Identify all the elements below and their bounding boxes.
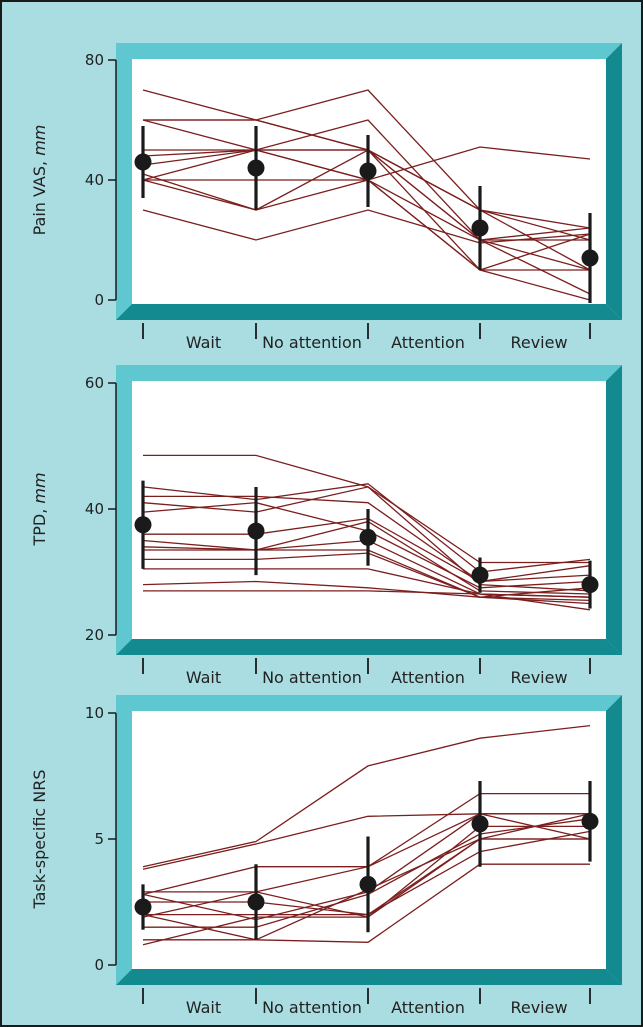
panel-1-y-axis-title: Pain VAS, mm <box>30 125 49 236</box>
panel-3-y-tick-label: 10 <box>85 704 104 722</box>
panel-3-y-tick-label: 0 <box>94 956 104 974</box>
mean-marker <box>247 159 265 177</box>
mean-marker <box>359 875 377 893</box>
individual-line <box>143 863 590 943</box>
panel-3-category-label: Review <box>510 998 567 1017</box>
panel-2-category-label: Review <box>510 668 567 687</box>
panel-2-y-tick-label: 20 <box>85 626 104 644</box>
panel-1-mean-markers <box>134 153 599 267</box>
panel-3-y-axis-title-main: Task-specific NRS <box>30 769 49 909</box>
panel-1-y-axis-title-main: Pain VAS, <box>30 156 49 236</box>
panel-2-mean-markers <box>134 516 599 594</box>
panel-3-y-axis-title: Task-specific NRS <box>30 769 49 909</box>
mean-marker <box>581 812 599 830</box>
panel-3-frame-bottom <box>116 969 622 985</box>
panel-3-category-label: No attention <box>262 998 362 1017</box>
individual-line <box>142 724 591 868</box>
panel-2-y-tick-label: 60 <box>85 374 104 392</box>
panel-1-y-axis-title-unit: mm <box>30 125 49 156</box>
panel-1-frame-bottom <box>116 304 622 320</box>
mean-marker <box>134 153 152 171</box>
panel-2-y-axis: 20 40 60 <box>85 374 117 644</box>
mean-marker <box>471 566 489 584</box>
panel-2-category-label: No attention <box>262 668 362 687</box>
panel-1-y-tick-label: 80 <box>85 51 104 69</box>
panel-3-x-axis: Wait No attention Attention Review <box>142 988 591 1017</box>
individual-line <box>142 209 591 244</box>
panel-2-y-axis-title-unit: mm <box>30 472 49 503</box>
panel-1-category-label: Attention <box>391 333 465 352</box>
panel-1-y-tick-label: 40 <box>85 171 104 189</box>
panel-2-frame-right <box>606 365 622 655</box>
panel-2-y-tick-label: 40 <box>85 500 104 518</box>
individual-line <box>142 486 591 592</box>
panel-2-frame-left <box>116 365 132 655</box>
mean-marker <box>134 898 152 916</box>
individual-line <box>142 483 591 573</box>
panel-1-category-label: Review <box>510 333 567 352</box>
panel-task-specific-nrs: 0 5 10 Task-specific NRS Wait No attenti… <box>30 695 622 1017</box>
individual-line <box>143 495 591 583</box>
panel-2-frame-top <box>116 365 622 381</box>
panel-2-category-label: Attention <box>391 668 465 687</box>
panel-1-y-tick-label: 0 <box>94 291 104 309</box>
mean-marker <box>247 522 265 540</box>
panel-3-category-label: Attention <box>391 998 465 1017</box>
panel-2-x-axis: Wait No attention Attention Review <box>142 658 591 687</box>
panel-tpd: 20 40 60 TPD, mm Wait No attention Atten… <box>30 365 622 687</box>
panel-1-category-label: Wait <box>186 333 221 352</box>
panel-2-y-axis-title: TPD, mm <box>30 472 49 546</box>
panel-1-y-axis: 0 40 80 <box>85 51 117 309</box>
panel-1-x-axis: Wait No attention Attention Review <box>142 323 591 352</box>
mean-marker <box>471 219 489 237</box>
panel-3-y-axis: 0 5 10 <box>85 704 117 974</box>
mean-marker <box>134 516 152 534</box>
mean-marker <box>581 249 599 267</box>
panel-3-category-label: Wait <box>186 998 221 1017</box>
panel-1-frame-left <box>116 43 132 320</box>
panel-2-category-label: Wait <box>186 668 221 687</box>
panel-1-frame-right <box>606 43 622 320</box>
panel-2-frame-bottom <box>116 639 622 655</box>
mean-marker <box>247 893 265 911</box>
mean-marker <box>359 528 377 546</box>
panel-3-mean-markers <box>134 812 599 916</box>
individual-line <box>143 568 591 598</box>
panel-3-frame-top <box>116 695 622 711</box>
panel-3-frame-right <box>606 695 622 985</box>
panel-1-frame-top <box>116 43 622 59</box>
panel-3-frame-left <box>116 695 132 985</box>
panel-1-category-label: No attention <box>262 333 362 352</box>
panel-2-y-axis-title-main: TPD, <box>30 504 49 547</box>
panel-pain-vas: 0 40 80 Pain VAS, mm Wait No attention A… <box>30 43 622 352</box>
mean-marker <box>471 815 489 833</box>
mean-marker <box>359 162 377 180</box>
individual-line <box>143 590 591 611</box>
panel-3-y-tick-label: 5 <box>94 830 104 848</box>
mean-marker <box>581 576 599 594</box>
